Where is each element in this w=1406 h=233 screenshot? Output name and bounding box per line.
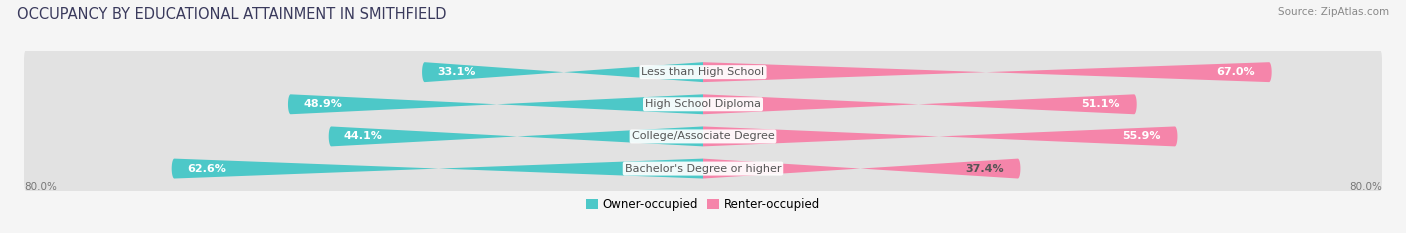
Text: 48.9%: 48.9% bbox=[304, 99, 342, 109]
Polygon shape bbox=[703, 94, 1136, 114]
Text: 44.1%: 44.1% bbox=[344, 131, 382, 141]
Legend: Owner-occupied, Renter-occupied: Owner-occupied, Renter-occupied bbox=[581, 193, 825, 216]
Text: 51.1%: 51.1% bbox=[1081, 99, 1119, 109]
Polygon shape bbox=[422, 62, 703, 82]
Text: OCCUPANCY BY EDUCATIONAL ATTAINMENT IN SMITHFIELD: OCCUPANCY BY EDUCATIONAL ATTAINMENT IN S… bbox=[17, 7, 446, 22]
Text: High School Diploma: High School Diploma bbox=[645, 99, 761, 109]
Text: 67.0%: 67.0% bbox=[1216, 67, 1254, 77]
Text: 62.6%: 62.6% bbox=[187, 164, 226, 174]
Text: 33.1%: 33.1% bbox=[437, 67, 475, 77]
Text: 55.9%: 55.9% bbox=[1122, 131, 1160, 141]
Text: Bachelor's Degree or higher: Bachelor's Degree or higher bbox=[624, 164, 782, 174]
Polygon shape bbox=[703, 159, 1021, 178]
Text: Source: ZipAtlas.com: Source: ZipAtlas.com bbox=[1278, 7, 1389, 17]
FancyBboxPatch shape bbox=[24, 145, 1382, 192]
FancyBboxPatch shape bbox=[24, 113, 1382, 160]
Polygon shape bbox=[703, 62, 1271, 82]
FancyBboxPatch shape bbox=[24, 49, 1382, 95]
Text: 37.4%: 37.4% bbox=[965, 164, 1004, 174]
Text: 80.0%: 80.0% bbox=[1350, 182, 1382, 192]
Polygon shape bbox=[172, 159, 703, 178]
Polygon shape bbox=[329, 127, 703, 146]
Polygon shape bbox=[288, 94, 703, 114]
Text: College/Associate Degree: College/Associate Degree bbox=[631, 131, 775, 141]
Text: Less than High School: Less than High School bbox=[641, 67, 765, 77]
Polygon shape bbox=[703, 127, 1177, 146]
FancyBboxPatch shape bbox=[24, 81, 1382, 127]
Text: 80.0%: 80.0% bbox=[24, 182, 56, 192]
